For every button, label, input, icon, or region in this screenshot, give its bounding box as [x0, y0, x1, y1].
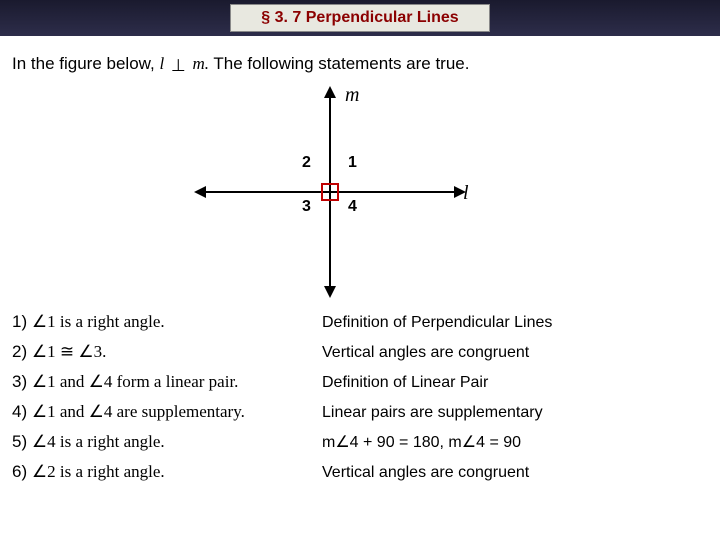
statement-row: 6) ∠2 is a right angle. Vertical angles …: [12, 462, 708, 482]
statement-content: ∠1 and ∠4 form a linear pair.: [32, 372, 239, 391]
label-m: m: [345, 84, 359, 107]
statement-content: ∠1 and ∠4 are supplementary.: [32, 402, 245, 421]
statement-left: 6) ∠2 is a right angle.: [12, 462, 322, 482]
intro-prefix: In the figure below,: [12, 54, 159, 73]
statement-reason: Definition of Linear Pair: [322, 374, 488, 392]
intro-suffix: The following statements are true.: [213, 54, 469, 73]
statement-row: 1) ∠1 is a right angle. Definition of Pe…: [12, 312, 708, 332]
statement-row: 2) ∠1 ≅ ∠3. Vertical angles are congruen…: [12, 342, 708, 362]
statement-row: 3) ∠1 and ∠4 form a linear pair. Definit…: [12, 372, 708, 392]
statement-row: 5) ∠4 is a right angle. m∠4 + 90 = 180, …: [12, 432, 708, 452]
header-title-box: § 3. 7 Perpendicular Lines: [230, 4, 489, 32]
intro-text: In the figure below, l ⊥ m. The followin…: [0, 36, 720, 82]
statement-reason: Definition of Perpendicular Lines: [322, 314, 552, 332]
statement-row: 4) ∠1 and ∠4 are supplementary. Linear p…: [12, 402, 708, 422]
statement-content: ∠1 is a right angle.: [32, 312, 165, 331]
angle-1: 1: [348, 154, 357, 172]
statement-content: ∠1 ≅ ∠3.: [32, 342, 106, 361]
statement-left: 1) ∠1 is a right angle.: [12, 312, 322, 332]
section-header: § 3. 7 Perpendicular Lines: [0, 0, 720, 36]
statement-reason: Linear pairs are supplementary: [322, 404, 543, 422]
angle-2: 2: [302, 154, 311, 172]
label-l: l: [463, 182, 469, 205]
statement-left: 3) ∠1 and ∠4 form a linear pair.: [12, 372, 322, 392]
statement-reason: Vertical angles are congruent: [322, 344, 529, 362]
statement-left: 5) ∠4 is a right angle.: [12, 432, 322, 452]
statement-reason: Vertical angles are congruent: [322, 464, 529, 482]
statement-index: 4): [12, 402, 27, 421]
intro-var-l: l: [159, 54, 164, 73]
statement-left: 2) ∠1 ≅ ∠3.: [12, 342, 322, 362]
intro-var-m: m.: [192, 54, 209, 73]
figure-svg: [0, 82, 720, 312]
statement-reason: m∠4 + 90 = 180, m∠4 = 90: [322, 432, 521, 452]
statement-index: 5): [12, 432, 27, 451]
angle-4: 4: [348, 198, 357, 216]
statement-left: 4) ∠1 and ∠4 are supplementary.: [12, 402, 322, 422]
statements-list: 1) ∠1 is a right angle. Definition of Pe…: [0, 312, 720, 482]
perpendicular-figure: m l 1 2 3 4: [0, 82, 720, 312]
header-title: § 3. 7 Perpendicular Lines: [261, 9, 458, 26]
statement-index: 3): [12, 372, 27, 391]
perp-icon: ⊥: [171, 56, 186, 76]
statement-content: ∠4 is a right angle.: [32, 432, 165, 451]
statement-content: ∠2 is a right angle.: [32, 462, 165, 481]
statement-index: 6): [12, 462, 27, 481]
statement-index: 1): [12, 312, 27, 331]
statement-index: 2): [12, 342, 27, 361]
angle-3: 3: [302, 198, 311, 216]
